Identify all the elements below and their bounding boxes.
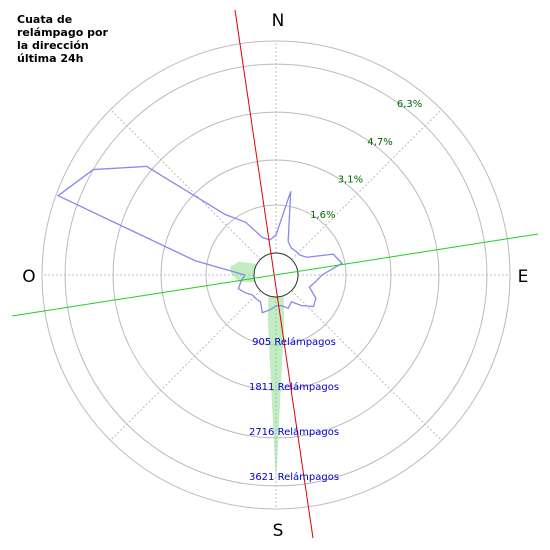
count-area xyxy=(229,253,298,485)
r2-tick-label: 1811 Relámpagos xyxy=(249,381,339,393)
marks xyxy=(56,165,343,485)
percent-line xyxy=(56,165,343,314)
radial-line xyxy=(291,290,442,441)
r2-tick-label: 905 Relámpagos xyxy=(252,336,336,348)
compass-e: E xyxy=(518,267,529,287)
r-tick-label: 6,3% xyxy=(397,99,422,110)
title-line: la dirección xyxy=(17,39,89,52)
title-line: relámpago por xyxy=(17,26,109,39)
title-line: última 24h xyxy=(17,52,83,65)
r2-tick-label: 2716 Relámpagos xyxy=(249,426,339,438)
r-tick-label: 4,7% xyxy=(367,137,392,148)
outer-ring xyxy=(41,40,511,510)
radial-line xyxy=(110,290,261,441)
title-line: Cuata de xyxy=(17,13,72,26)
radial-line xyxy=(110,109,261,260)
r-tick-label: 1,6% xyxy=(310,210,335,221)
labels: 1,6% 3,1% 4,7% 6,3% 905 Relámpagos 1811 Relám… xyxy=(249,99,422,483)
compass-o: O xyxy=(22,267,35,287)
r-tick-label: 3,1% xyxy=(338,175,363,186)
ns-axis-line xyxy=(234,9,314,539)
grid-ring xyxy=(64,63,488,487)
compass-s: S xyxy=(273,521,284,541)
radial-line xyxy=(291,109,442,260)
compass-n: N xyxy=(272,11,285,31)
r2-tick-label: 3621 Relámpagos xyxy=(249,471,339,483)
eo-axis-line xyxy=(11,233,539,317)
